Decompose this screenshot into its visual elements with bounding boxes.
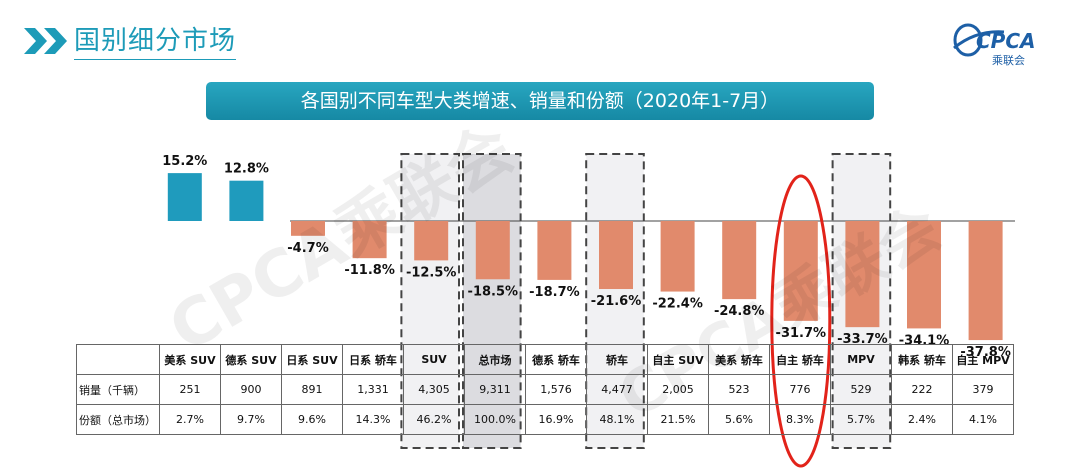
table-row-label: 销量（千辆）: [76, 374, 160, 405]
table-cell: 529: [830, 374, 892, 405]
table-cell: 251: [159, 374, 221, 405]
data-label: -33.7%: [837, 332, 888, 347]
table-cell: 891: [281, 374, 343, 405]
data-label: 12.8%: [224, 162, 269, 177]
data-label: -18.5%: [468, 284, 519, 299]
bar: [845, 221, 880, 328]
table-cell: 9,311: [464, 374, 526, 405]
table-header-cell: MPV: [830, 344, 892, 375]
table-cell: 776: [769, 374, 831, 405]
table-row: 份额（总市场） 2.7% 9.7% 9.6% 14.3% 46.2% 100.0% 16.9%…: [76, 404, 1014, 435]
logo-subtext: 乘联会: [992, 54, 1025, 67]
data-label: -24.8%: [714, 304, 765, 319]
data-label: -21.6%: [591, 294, 642, 309]
table-header-cell: 德系 SUV: [220, 344, 282, 375]
bar: [599, 221, 633, 290]
data-label: 15.2%: [162, 154, 207, 169]
table-row: 销量（千辆） 251 900 891 1,331 4,305 9,311 1,576 4,477…: [76, 374, 1014, 405]
table-header-cell: SUV: [403, 344, 465, 375]
table-cell: 5.7%: [830, 404, 892, 435]
bar: [475, 221, 510, 280]
data-label: -18.7%: [529, 285, 580, 300]
table-header-cell: 日系 SUV: [281, 344, 343, 375]
table-cell: 8.3%: [769, 404, 831, 435]
table-cell: 16.9%: [525, 404, 587, 435]
table-header-cell: 韩系 轿车: [891, 344, 953, 375]
data-label: -31.7%: [776, 326, 827, 341]
page-title: 国别细分市场: [74, 23, 237, 60]
table-header-cell: 美系 SUV: [159, 344, 221, 375]
table-cell: 900: [220, 374, 282, 405]
table-cell: 48.1%: [586, 404, 648, 435]
logo-text: CPCA: [976, 29, 1036, 53]
table-header-cell: 日系 轿车: [342, 344, 404, 375]
data-label: -12.5%: [406, 265, 457, 280]
page-title-block: 国别细分市场: [24, 14, 237, 68]
highlight-circle: [770, 174, 832, 468]
table-cell: 2.7%: [159, 404, 221, 435]
table-cell: 1,576: [525, 374, 587, 405]
table-header-cell: 总市场: [464, 344, 526, 375]
double-chevron-icon: [24, 28, 67, 54]
table-header-cell: 自主 MPV: [952, 344, 1014, 375]
table-cell: 523: [708, 374, 770, 405]
table-cell: 2,005: [647, 374, 709, 405]
table-cell: 14.3%: [342, 404, 404, 435]
table-cell: 4.1%: [952, 404, 1014, 435]
table-header-cell: 德系 轿车: [525, 344, 587, 375]
bar: [291, 221, 325, 236]
bar: [414, 221, 449, 261]
table-cell: 4,477: [586, 374, 648, 405]
bar: [907, 221, 941, 329]
table-cell: 100.0%: [464, 404, 526, 435]
bar: [660, 221, 695, 292]
bar: [968, 221, 1003, 341]
table-cell: 4,305: [403, 374, 465, 405]
bar: [783, 221, 818, 321]
table-cell: 21.5%: [647, 404, 709, 435]
table-header-cell: 美系 轿车: [708, 344, 770, 375]
table-cell: 9.6%: [281, 404, 343, 435]
table-cell: 2.4%: [891, 404, 953, 435]
table-corner-cell: [76, 344, 160, 375]
table-header-cell: 自主 轿车: [769, 344, 831, 375]
table-header-cell: 自主 SUV: [647, 344, 709, 375]
table-cell: 222: [891, 374, 953, 405]
bar: [229, 180, 264, 221]
data-label: -22.4%: [652, 297, 703, 312]
table-header-row: 美系 SUV 德系 SUV 日系 SUV 日系 轿车 SUV 总市场 德系 轿车 轿车 自主 S…: [76, 344, 1014, 375]
table-cell: 379: [952, 374, 1014, 405]
chart-title-banner: 各国别不同车型大类增速、销量和份额（2020年1-7月）: [206, 82, 874, 120]
data-label: -4.7%: [287, 241, 328, 256]
table-cell: 5.6%: [708, 404, 770, 435]
cpca-logo: CPCA 乘联会: [953, 23, 1036, 67]
table-row-label: 份额（总市场）: [76, 404, 160, 435]
table-cell: 46.2%: [403, 404, 465, 435]
bar: [537, 221, 572, 280]
bar: [352, 221, 387, 259]
data-table: 美系 SUV 德系 SUV 日系 SUV 日系 轿车 SUV 总市场 德系 轿车 轿车 自主 S…: [76, 344, 1014, 435]
data-label: -11.8%: [344, 263, 395, 278]
bar: [722, 221, 757, 300]
table-cell: 1,331: [342, 374, 404, 405]
table-cell: 9.7%: [220, 404, 282, 435]
bar: [167, 173, 202, 221]
table-header-cell: 轿车: [586, 344, 648, 375]
